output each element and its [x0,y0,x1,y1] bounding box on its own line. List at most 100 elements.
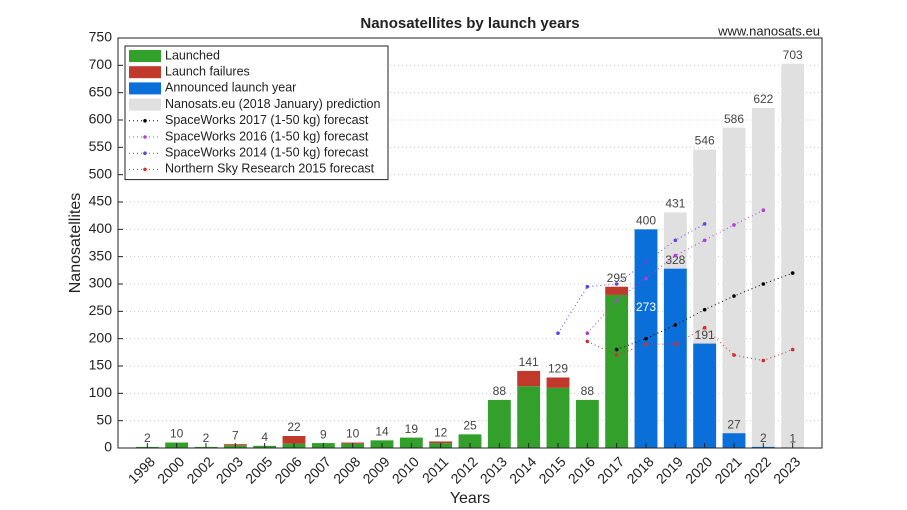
y-tick-label: 550 [89,138,113,154]
forecast-point [614,298,619,303]
forecast-point [761,208,766,212]
legend-point [143,135,147,139]
data-label: 12 [434,426,448,440]
forecast-point [673,323,678,327]
forecast-point [702,222,707,226]
x-tick-label: 2003 [213,453,246,486]
x-tick-label: 2006 [271,453,304,486]
y-tick-label: 600 [89,111,113,127]
data-label: 431 [665,197,685,211]
forecast-point [761,358,766,363]
forecast-point [644,336,648,341]
y-tick-label: 750 [89,29,113,45]
bar-segment [429,441,453,444]
forecast-point [673,238,678,243]
forecast-point [673,253,678,258]
bar-segment [517,370,541,387]
data-label: 622 [753,92,773,106]
forecast-point [673,342,678,346]
data-label: 88 [581,384,595,398]
prediction-bar [751,107,775,449]
legend-swatch [129,50,161,62]
legend-label: Nanosats.eu (2018 January) prediction [165,97,380,111]
bar-segment [487,399,511,448]
data-label: 586 [724,112,744,126]
legend-box [124,45,389,181]
y-tick-label: 50 [96,411,112,427]
legend-swatch [129,66,161,79]
forecast-point [644,260,648,264]
y-tick-label: 350 [89,247,113,263]
source: www.nanosats.eu [717,23,820,38]
legend-swatch [129,98,161,111]
y-tick-label: 500 [89,165,113,181]
data-label: 2 [144,431,151,445]
data-label: 273 [636,300,656,314]
forecast-point [702,325,707,330]
x-tick-label: 2013 [477,453,510,486]
forecast-point [556,331,560,336]
data-label: 4 [261,430,268,444]
data-label: 14 [375,425,389,439]
legend-label: Launched [165,48,220,62]
data-label: 19 [405,422,419,436]
data-label: 2 [760,431,767,445]
y-tick-label: 0 [104,439,112,455]
bar-segment [546,377,570,388]
forecast-point [732,223,736,227]
legend-label: Announced launch year [165,81,296,95]
x-tick-label: 2009 [359,453,392,486]
legend-point [143,151,147,155]
x-axis-label: Years [450,490,490,507]
x-tick-label: 1998 [125,453,158,486]
bar-segment [605,294,629,448]
data-label: 129 [548,362,568,376]
x-tick-label: 2008 [330,453,363,486]
forecast-point [644,276,648,281]
prediction-bar [781,63,805,449]
y-axis-label: Nanosatellites [67,193,84,294]
y-tick-label: 450 [89,193,113,209]
x-tick-label: 2023 [770,453,803,486]
announced-bar [663,268,687,448]
x-tick-label: 2002 [183,453,216,486]
forecast-point [614,347,619,352]
bar-segment [517,386,541,448]
forecast-point [790,271,795,275]
announced-bar [693,343,717,448]
forecast-point [702,238,707,243]
x-tick-label: 2021 [711,453,744,486]
data-label: 191 [695,328,715,342]
forecast-point [761,282,766,286]
data-label: 22 [287,420,301,434]
x-tick-label: 2011 [419,453,452,486]
legend-point [143,167,147,172]
bar-segment [282,435,306,444]
legend-label: Launch failures [165,64,250,78]
data-label: 141 [519,355,539,369]
forecast-point [702,307,707,312]
data-label: 1 [789,432,796,446]
bar-segment [575,399,599,448]
y-tick-label: 200 [89,329,113,345]
data-label: 7 [232,428,239,442]
x-tick-label: 2018 [623,453,656,486]
y-tick-label: 300 [89,275,113,291]
forecast-point [790,347,795,352]
y-tick-label: 400 [89,220,113,236]
forecast-point [732,294,736,298]
data-label: 9 [320,427,327,441]
legend-label: SpaceWorks 2017 (1-50 kg) forecast [165,113,369,127]
data-label: 27 [727,417,741,431]
data-label: 295 [607,271,627,285]
data-label: 328 [665,253,685,267]
data-label: 703 [783,48,803,62]
y-tick-label: 150 [89,357,113,373]
data-label: 546 [695,134,715,148]
data-label: 25 [463,419,477,433]
x-tick-label: 2019 [653,453,686,486]
x-tick-label: 2012 [447,453,480,486]
legend-label: SpaceWorks 2014 (1-50 kg) forecast [165,145,369,159]
bar-segment [546,387,570,448]
